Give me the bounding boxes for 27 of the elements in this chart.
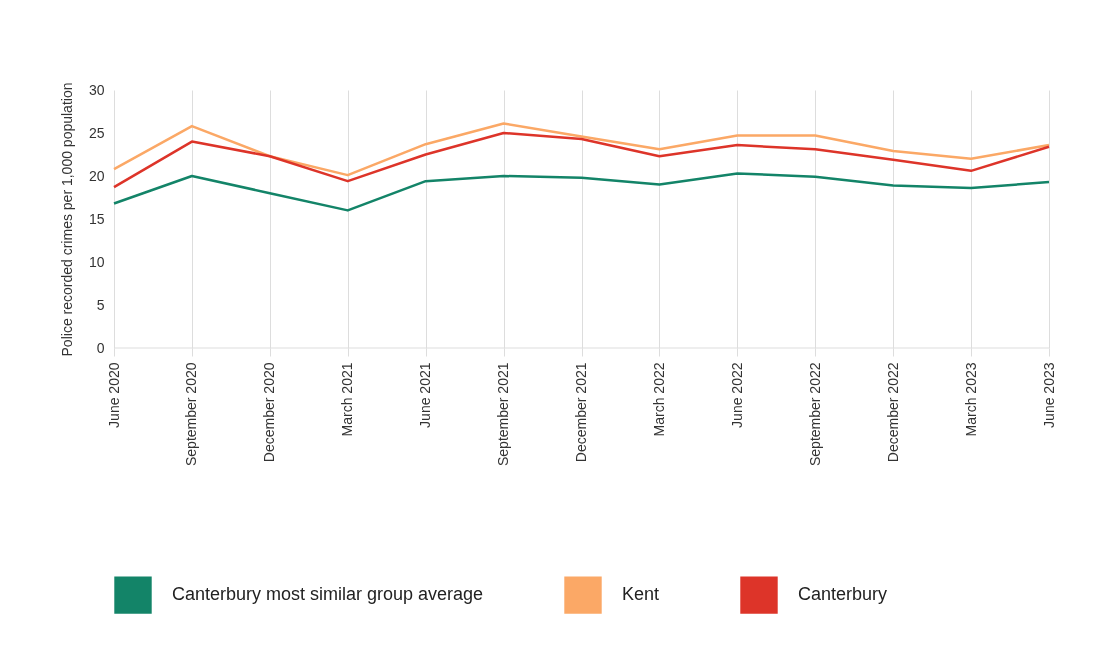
x-tick-label: September 2020 — [183, 362, 200, 467]
legend-label: Canterbury — [798, 584, 888, 605]
x-tick-label: December 2021 — [573, 362, 589, 463]
y-tick-label: 0 — [96, 339, 105, 356]
x-tick-label: March 2022 — [650, 362, 667, 437]
y-axis-title: Police recorded crimes per 1,000 population — [58, 82, 75, 357]
line-series — [112, 131, 1051, 189]
x-tick-label: March 2023 — [962, 362, 979, 437]
y-tick-label: 30 — [88, 81, 105, 98]
line-series — [112, 122, 1051, 177]
line-series — [112, 172, 1051, 212]
y-tick-label: 5 — [96, 296, 105, 313]
y-tick-label: 10 — [88, 253, 105, 270]
x-tick-label: December 2022 — [884, 362, 901, 463]
x-tick-label: September 2022 — [806, 362, 823, 467]
x-tick-label: June 2021 — [417, 362, 434, 428]
y-tick-label: 25 — [88, 124, 105, 141]
legend-label: Canterbury most similar group average — [172, 584, 484, 605]
x-tick-label: June 2020 — [105, 362, 122, 428]
x-tick-label: June 2023 — [1040, 362, 1057, 428]
x-tick-label: December 2020 — [261, 362, 278, 463]
x-tick-label: March 2021 — [339, 362, 356, 437]
x-tick-label: June 2022 — [728, 362, 745, 428]
y-tick-label: 20 — [88, 167, 105, 184]
legend-label: Kent — [622, 584, 660, 605]
x-tick-label: September 2021 — [495, 362, 512, 467]
y-tick-label: 15 — [88, 210, 105, 227]
